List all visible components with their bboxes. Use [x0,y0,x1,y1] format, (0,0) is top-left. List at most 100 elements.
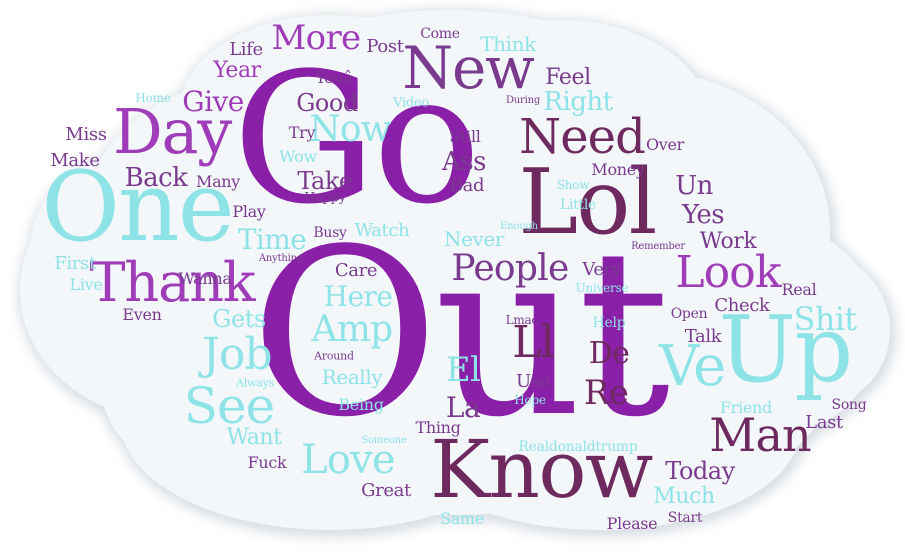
cloud-word: Money [591,160,645,179]
cloud-word: Little [559,197,597,213]
cloud-word: Miss [65,124,107,145]
cloud-word: People [451,248,569,289]
cloud-word: Really [321,365,383,389]
cloud-word: Out [250,201,670,468]
cloud-word: During [505,95,541,106]
cloud-word: Today [665,457,735,485]
cloud-word: Want [226,425,282,450]
cloud-word: Need [519,109,646,165]
cloud-word: Live [69,275,103,294]
cloud-word: Song [831,397,867,413]
cloud-word: Thank [89,251,255,314]
cloud-word: Time [237,223,307,256]
cloud-word: Know [430,423,653,516]
cloud-word: Hope [514,393,546,407]
cloud-word: La [445,391,481,424]
cloud-word: Life [229,39,263,60]
cloud-word: One [41,151,235,263]
cloud-word: Re [583,373,629,413]
cloud-word: Try [288,123,316,142]
cloud-word: Now [309,109,392,150]
cloud-word: Real [781,280,817,299]
cloud-word: Feel [545,65,591,90]
cloud-word: Universe [575,281,629,295]
cloud-word: Post [366,36,404,57]
cloud-word: Man [709,408,811,462]
cloud-word: Gets [212,305,266,333]
cloud-word: Much [653,484,715,509]
cloud-word: Still [449,127,481,146]
cloud-word: Help [592,315,626,331]
cloud-word: Video [393,95,429,111]
cloud-word: Wow [279,147,317,166]
cloud-word: Many [196,172,240,191]
cloud-word: Yes [681,200,725,230]
cloud-word: Ll [512,317,554,368]
cloud-word: Work [699,229,757,254]
cloud-word: Someone [361,435,407,446]
cloud-word: Youâ [315,68,353,87]
cloud-word: Here [323,280,393,313]
cloud-word: Over [646,135,684,154]
cloud-word: Year [213,58,261,83]
cloud-word: Always [236,376,274,390]
cloud-word: Care [334,260,378,281]
cloud-word: Use [516,371,550,392]
cloud-word: Fuck [247,453,287,472]
cloud-word: Same [440,509,484,528]
cloud-word: Bad [449,175,485,196]
cloud-word: Check [714,295,770,316]
cloud-word: Busy [313,225,347,241]
cloud-word: Friend [720,398,772,417]
cloud-word: Amp [311,309,393,350]
cloud-word: Enough [500,221,538,232]
cloud-word: Make [50,150,100,171]
cloud-word: Wanna [178,269,232,288]
cloud-word: Great [361,480,411,501]
cloud-word: Shit [793,300,857,338]
cloud-word: Job [202,329,273,380]
cloud-word: De [588,336,630,371]
cloud-word: Open [670,306,708,322]
cloud-word: Around [314,349,354,363]
cloud-word: Play [232,202,266,221]
cloud-word: Take [297,167,353,195]
cloud-word: Lmao [505,313,539,327]
cloud-word: Look [675,247,781,298]
cloud-word: Up [718,296,854,403]
cloud-word: Never [443,227,505,251]
cloud-word: Happy [304,190,346,206]
cloud-word: Lol [518,150,657,255]
cloud-word: Right [543,87,613,117]
cloud-word: Ass [442,147,486,177]
cloud-word: Think [480,32,536,56]
cloud-word: Realdonaldtrump [518,439,638,455]
cloud-word: Please [606,514,658,533]
cloud-word: Anything [258,253,304,264]
cloud-word: Last [805,412,843,433]
cloud-word: Being [338,395,384,414]
cloud-word: El [445,350,481,390]
cloud-word: First [54,253,96,274]
cloud-word: Watch [354,220,410,241]
cloud-word: Even [122,305,162,324]
cloud-word: Talk [684,326,722,347]
cloud-word: See [183,377,275,435]
cloud-word: Day [113,95,232,168]
cloud-word: Remember [631,241,685,252]
cloud-word: Very [582,259,622,280]
cloud-word: Ve [658,334,726,399]
cloud-word: Thing [415,418,461,437]
cloud-word: Back [124,163,188,193]
cloud-word: Give [182,85,244,118]
cloud-word: Start [667,510,703,526]
cloud-word: Un [675,171,713,201]
cloud-word: Come [420,26,460,42]
cloud-word: New [402,34,534,102]
cloud-word: Show [556,178,590,192]
cloud-word: Home [135,91,171,105]
cloud-word: Love [301,437,396,483]
cloud-word: Go [232,35,482,244]
